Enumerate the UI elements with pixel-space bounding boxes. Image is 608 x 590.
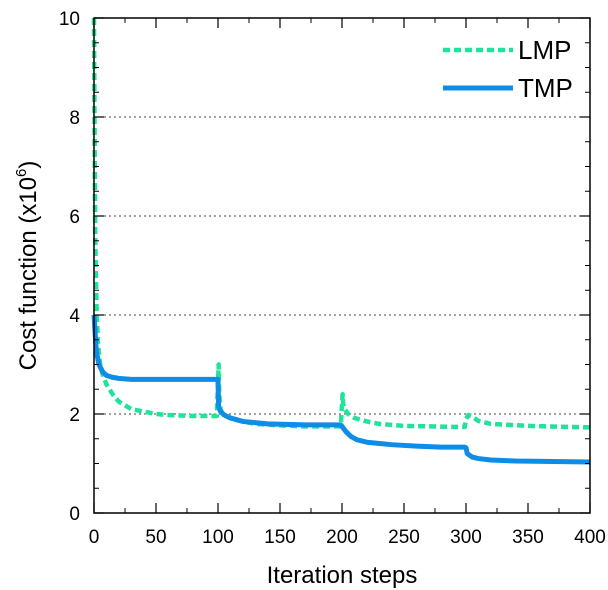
x-tick-label: 200 (326, 527, 358, 548)
y-axis-label: Cost function (x106) (13, 161, 42, 371)
y-tick-label: 4 (69, 306, 80, 327)
x-tick-label: 400 (574, 527, 606, 548)
grid-lines (94, 116, 590, 415)
y-tick-label: 0 (69, 504, 80, 525)
y-tick-label: 10 (59, 9, 80, 30)
x-tick-label: 0 (89, 527, 100, 548)
x-axis-label: Iteration steps (267, 562, 418, 589)
legend-label-tmp: TMP (518, 73, 573, 103)
x-tick-label: 250 (388, 527, 420, 548)
series-lines (91, 17, 591, 465)
y-tick-label: 8 (69, 108, 80, 129)
plot-frame (93, 17, 591, 514)
axis-ticks: 0 50 100 150 200 250 300 350 400 0 2 4 6 8 10 (59, 9, 606, 548)
x-tick-label: 100 (202, 527, 234, 548)
y-tick-label: 6 (69, 207, 80, 228)
series-line-lmp (91, 17, 591, 430)
legend: LMP TMP (443, 35, 573, 103)
x-tick-label: 50 (145, 527, 166, 548)
x-tick-label: 350 (512, 527, 544, 548)
x-tick-label: 150 (264, 527, 296, 548)
y-tick-label: 2 (69, 405, 80, 426)
x-tick-label: 300 (450, 527, 482, 548)
series-line-tmp (91, 314, 591, 465)
legend-label-lmp: LMP (518, 35, 571, 65)
